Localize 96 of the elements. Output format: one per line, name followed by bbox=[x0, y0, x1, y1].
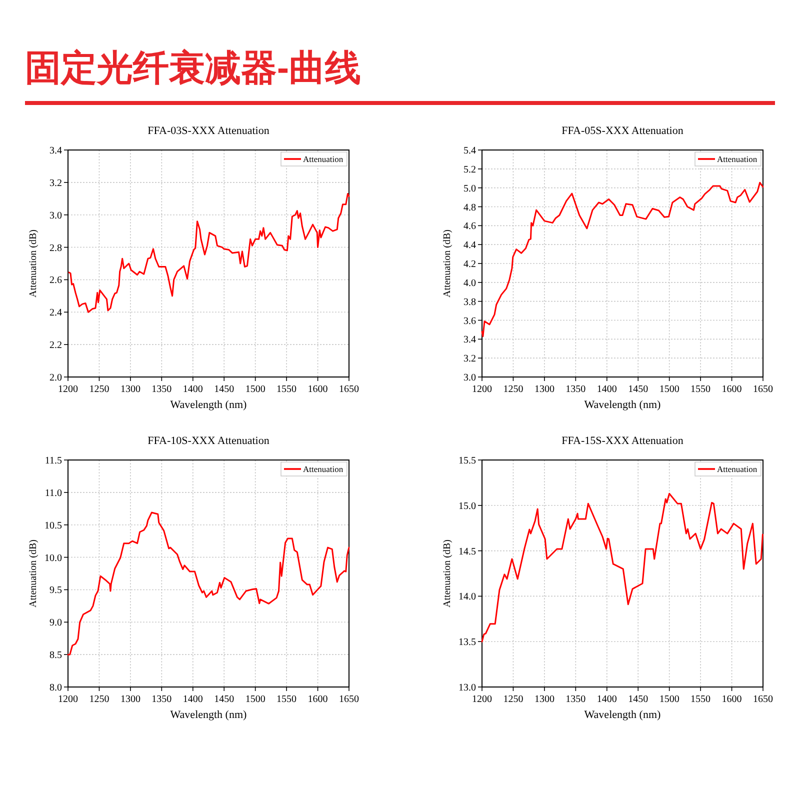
legend-label: Attenuation bbox=[717, 464, 758, 474]
x-tick-label: 1200 bbox=[58, 384, 78, 395]
x-axis-title: Wavelength (nm) bbox=[170, 709, 248, 721]
x-tick-label: 1200 bbox=[472, 694, 492, 705]
x-tick-label: 1300 bbox=[534, 694, 554, 705]
y-tick-label: 8.0 bbox=[50, 682, 62, 694]
line-series bbox=[68, 193, 350, 313]
line-series bbox=[481, 492, 764, 642]
x-tick-label: 1600 bbox=[722, 384, 742, 395]
x-tick-label: 1350 bbox=[152, 384, 172, 395]
chart-title: FFA-15S-XXX Attenuation bbox=[562, 435, 684, 447]
x-tick-label: 1300 bbox=[120, 384, 140, 395]
x-tick-label: 1400 bbox=[596, 384, 617, 395]
y-tick-label: 15.0 bbox=[458, 500, 476, 512]
y-tick-label: 8.5 bbox=[50, 650, 62, 662]
x-tick-label: 1350 bbox=[152, 694, 172, 705]
y-tick-label: 4.4 bbox=[464, 240, 476, 252]
y-tick-label: 10.5 bbox=[44, 520, 62, 532]
y-tick-label: 3.2 bbox=[50, 178, 62, 189]
chart-title: FFA-10S-XXX Attenuation bbox=[148, 435, 270, 447]
x-tick-label: 1650 bbox=[339, 694, 359, 705]
x-tick-label: 1600 bbox=[308, 384, 328, 395]
x-tick-label: 1650 bbox=[339, 384, 359, 395]
x-tick-label: 1250 bbox=[503, 694, 524, 705]
x-tick-label: 1550 bbox=[276, 694, 297, 705]
chart-title: FFA-03S-XXX Attenuation bbox=[148, 125, 270, 137]
x-tick-label: 1600 bbox=[722, 694, 742, 705]
x-tick-label: 1450 bbox=[214, 384, 234, 395]
legend-label: Attenuation bbox=[717, 154, 758, 164]
y-tick-label: 9.0 bbox=[50, 618, 62, 629]
y-tick-label: 2.0 bbox=[50, 372, 62, 384]
x-tick-label: 1450 bbox=[628, 384, 648, 395]
x-axis-title: Wavelength (nm) bbox=[584, 399, 662, 411]
y-tick-label: 15.5 bbox=[458, 456, 476, 466]
x-tick-label: 1350 bbox=[566, 384, 586, 395]
y-tick-label: 13.5 bbox=[458, 637, 476, 648]
chart-title: FFA-05S-XXX Attenuation bbox=[562, 125, 684, 137]
legend-label: Attenuation bbox=[303, 464, 344, 474]
y-axis-title: Attenuation (dB) bbox=[28, 229, 39, 298]
x-tick-label: 1500 bbox=[245, 694, 266, 705]
y-axis-title: Attenuation (dB) bbox=[442, 539, 453, 608]
legend-label: Attenuation bbox=[303, 154, 344, 164]
y-tick-label: 14.5 bbox=[458, 546, 476, 558]
x-tick-label: 1500 bbox=[245, 384, 266, 395]
y-tick-label: 2.2 bbox=[50, 340, 62, 352]
x-tick-label: 1600 bbox=[308, 694, 328, 705]
y-tick-label: 11.0 bbox=[44, 488, 62, 499]
y-tick-label: 2.4 bbox=[50, 308, 62, 319]
line-series bbox=[67, 512, 350, 656]
x-tick-label: 1550 bbox=[690, 384, 711, 395]
x-tick-label: 1650 bbox=[753, 694, 773, 705]
x-tick-label: 1200 bbox=[472, 384, 492, 395]
y-tick-label: 3.2 bbox=[464, 354, 476, 365]
x-tick-label: 1250 bbox=[89, 384, 110, 395]
x-tick-label: 1200 bbox=[58, 694, 78, 705]
x-tick-label: 1400 bbox=[182, 694, 203, 705]
x-tick-label: 1650 bbox=[753, 384, 773, 395]
y-tick-label: 10.0 bbox=[44, 552, 62, 564]
x-tick-label: 1500 bbox=[659, 384, 680, 395]
x-tick-label: 1500 bbox=[659, 694, 680, 705]
x-tick-label: 1450 bbox=[214, 694, 234, 705]
y-tick-label: 3.6 bbox=[464, 316, 476, 327]
text: 固定光纤衰减器-曲线 bbox=[25, 47, 361, 88]
x-tick-label: 1550 bbox=[690, 694, 711, 705]
y-tick-label: 4.0 bbox=[464, 278, 476, 289]
y-tick-label: 4.6 bbox=[464, 221, 476, 232]
x-tick-label: 1400 bbox=[182, 384, 203, 395]
y-tick-label: 2.8 bbox=[50, 242, 62, 254]
y-tick-label: 9.5 bbox=[50, 585, 62, 596]
x-tick-label: 1250 bbox=[503, 384, 524, 395]
y-tick-label: 4.2 bbox=[464, 259, 476, 270]
y-axis-title: Attenuation (dB) bbox=[442, 229, 453, 298]
y-tick-label: 5.2 bbox=[464, 164, 476, 176]
x-tick-label: 1450 bbox=[628, 694, 648, 705]
y-tick-label: 13.0 bbox=[458, 682, 476, 694]
x-tick-label: 1550 bbox=[276, 384, 297, 395]
x-tick-label: 1350 bbox=[566, 694, 586, 705]
line-series bbox=[481, 182, 764, 338]
x-tick-label: 1250 bbox=[89, 694, 110, 705]
y-tick-label: 3.4 bbox=[464, 334, 476, 346]
y-tick-label: 3.0 bbox=[50, 210, 62, 222]
x-axis-title: Wavelength (nm) bbox=[170, 399, 248, 411]
y-tick-label: 11.5 bbox=[44, 456, 62, 466]
y-tick-label: 14.0 bbox=[458, 592, 476, 603]
y-axis-title: Attenuation (dB) bbox=[28, 539, 39, 608]
y-tick-label: 3.4 bbox=[50, 146, 62, 156]
y-tick-label: 4.8 bbox=[464, 202, 476, 214]
y-tick-label: 3.0 bbox=[464, 372, 476, 384]
y-tick-label: 5.4 bbox=[464, 146, 476, 156]
y-tick-label: 2.6 bbox=[50, 275, 62, 286]
x-tick-label: 1300 bbox=[534, 384, 554, 395]
x-axis-title: Wavelength (nm) bbox=[584, 709, 662, 721]
x-tick-label: 1400 bbox=[596, 694, 617, 705]
y-tick-label: 3.8 bbox=[464, 296, 476, 308]
x-tick-label: 1300 bbox=[120, 694, 140, 705]
y-tick-label: 5.0 bbox=[464, 183, 476, 194]
